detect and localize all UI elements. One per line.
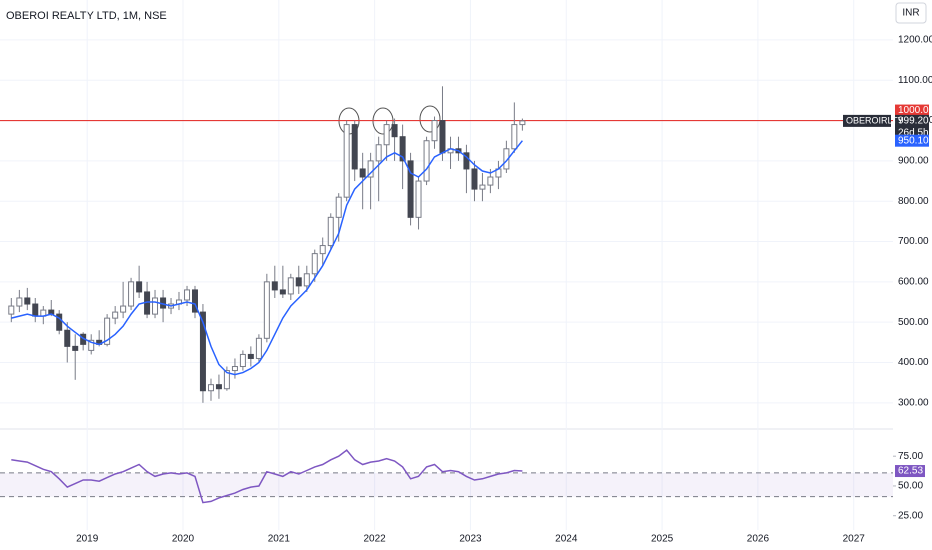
candle-body: [359, 168, 366, 178]
candle-body: [191, 289, 198, 313]
candle-body: [88, 339, 95, 351]
candle-body: [311, 253, 318, 275]
y-tick-label: 1200.00: [898, 35, 932, 46]
candle-body: [72, 345, 79, 351]
y-tick-label: 400.00: [898, 357, 929, 368]
candle-body: [407, 160, 414, 218]
candle-body: [391, 124, 398, 138]
candle-body: [327, 216, 334, 247]
rsi-line: [11, 449, 523, 504]
y-tick-label: 500.00: [898, 317, 929, 328]
candle-body: [255, 337, 262, 359]
candle-body: [479, 184, 486, 190]
x-tick-label: 2027: [843, 534, 866, 545]
candle-body: [487, 176, 494, 186]
candle-body: [207, 384, 214, 392]
candle-body: [431, 120, 438, 142]
candle-body: [199, 311, 206, 392]
candle-body: [439, 120, 446, 154]
symbol-tag: [843, 114, 891, 127]
y-tick-label: 600.00: [898, 276, 929, 287]
candle-body: [24, 297, 31, 305]
candle-body: [399, 136, 406, 162]
y-tick-label: 800.00: [898, 196, 929, 207]
candle-body: [463, 152, 470, 170]
currency-box[interactable]: [895, 2, 927, 24]
candle-body: [279, 289, 286, 295]
moving-average: [11, 140, 523, 376]
candle-body: [56, 313, 63, 331]
ma-label: 950.10: [898, 135, 929, 146]
x-tick-label: 2025: [651, 534, 674, 545]
x-tick-label: 2026: [747, 534, 770, 545]
candle-body: [351, 124, 358, 170]
y-tick-label: 300.00: [898, 397, 929, 408]
rsi-tick-label: 25.00: [898, 510, 923, 521]
candle-body: [231, 366, 238, 372]
x-tick-label: 2020: [172, 534, 195, 545]
rsi-label: 62.53: [898, 466, 923, 477]
candle-body: [184, 289, 191, 301]
x-tick-label: 2024: [555, 534, 578, 545]
candle-body: [343, 124, 350, 198]
candle-body: [271, 281, 278, 291]
candle-body: [112, 311, 119, 319]
symbol-label: OBEROIRLTY: [846, 115, 903, 125]
last-price-label: 999.20: [898, 116, 929, 127]
x-tick-label: 2022: [364, 534, 387, 545]
circle-annotation: [419, 105, 441, 133]
y-tick-label: 1100.00: [898, 75, 932, 86]
hline-label: 1000.00: [898, 105, 932, 116]
candle-body: [383, 124, 390, 146]
candle-body: [375, 144, 382, 162]
candle-body: [8, 305, 15, 315]
y-tick-label: 900.00: [898, 156, 929, 167]
countdown: 26d 5h: [898, 128, 929, 139]
candle-body: [120, 305, 127, 313]
y-tick-label: 700.00: [898, 236, 929, 247]
candle-body: [471, 168, 478, 190]
candle-body: [247, 353, 254, 359]
ma-label-box: [895, 134, 929, 147]
rsi-tick-label: 50.00: [898, 481, 923, 492]
rsi-label-box: [895, 465, 925, 478]
candle-body: [104, 317, 111, 345]
candle-body: [519, 120, 526, 126]
candle-body: [295, 277, 302, 287]
x-tick-label: 2023: [459, 534, 482, 545]
candle-body: [423, 140, 430, 182]
currency: INR: [902, 8, 919, 19]
candle-body: [335, 196, 342, 218]
candle-body: [136, 281, 143, 293]
candle-body: [511, 124, 518, 150]
candle-body: [152, 297, 159, 315]
x-tick-label: 2021: [268, 534, 291, 545]
candle-body: [64, 329, 71, 347]
candle-body: [32, 303, 39, 317]
candle-body: [16, 297, 23, 307]
candle-body: [239, 353, 246, 368]
candle-body: [263, 281, 270, 339]
rsi-tick-label: 75.00: [898, 451, 923, 462]
candle-body: [287, 277, 294, 295]
candle-body: [367, 160, 374, 178]
candle-body: [215, 384, 222, 390]
candle-body: [415, 180, 422, 218]
rsi-band-fill: [0, 472, 893, 497]
x-tick-label: 2019: [76, 534, 99, 545]
candle-body: [319, 245, 326, 255]
candle-body: [223, 370, 230, 390]
chart-title: OBEROI REALTY LTD, 1M, NSE: [6, 10, 167, 22]
hline-label-box: [895, 104, 929, 117]
candle-body: [128, 281, 135, 307]
candle-body: [303, 273, 310, 287]
